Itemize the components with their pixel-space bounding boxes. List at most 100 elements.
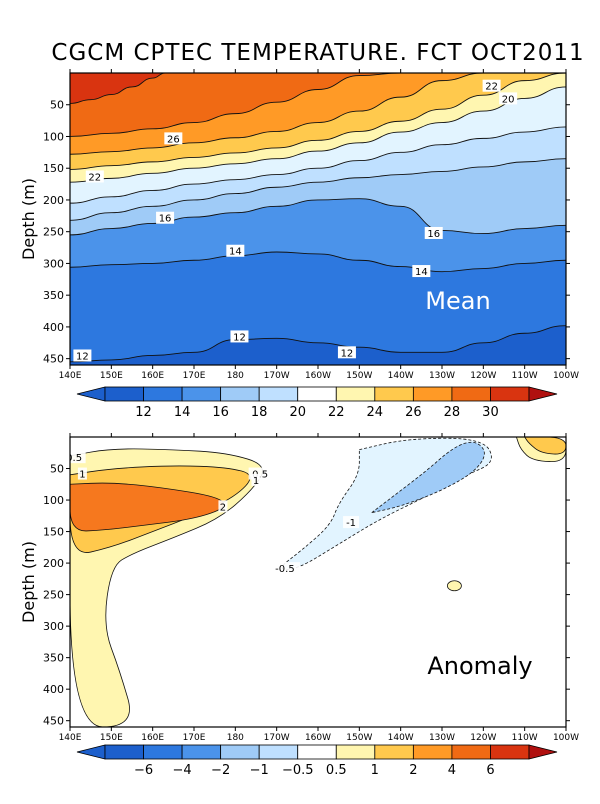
contour-28 xyxy=(70,73,401,137)
y-tick-label: 200 xyxy=(43,194,64,207)
contour-16 xyxy=(70,198,566,236)
colorbar-label: −1 xyxy=(250,763,269,778)
x-tick-label: 160E xyxy=(141,371,164,381)
colorbar-segment xyxy=(143,386,183,402)
contour-label-bg xyxy=(226,244,245,257)
y-tick-label: 50 xyxy=(50,99,64,112)
contour-label: 22 xyxy=(88,172,101,183)
band-above-30 xyxy=(70,73,166,104)
x-tick-label: 140E xyxy=(59,371,82,381)
y-tick-label: 450 xyxy=(43,353,64,366)
x-tick-label: 170W xyxy=(264,371,290,381)
contour-label-bg xyxy=(412,265,431,278)
y-tick-label: 350 xyxy=(43,652,64,665)
x-tick-label: 160W xyxy=(305,733,331,743)
colorbar-segment xyxy=(412,744,453,760)
colorbar-high-arrow xyxy=(528,744,558,760)
y-tick-label: 150 xyxy=(43,162,64,175)
y-tick-label: 400 xyxy=(43,683,64,696)
contour-20 xyxy=(70,126,566,204)
colorbar-segment xyxy=(258,744,299,760)
contour-label-bg xyxy=(251,473,261,486)
band-above-28 xyxy=(70,73,401,137)
colorbar-segment xyxy=(490,386,530,402)
y-tick-label: 450 xyxy=(43,715,64,728)
colorbar-segment xyxy=(181,386,222,402)
contour-label-bg xyxy=(337,346,356,359)
x-tick-label: 130W xyxy=(429,733,455,743)
colorbar-segment xyxy=(104,744,144,760)
x-tick-label: 170E xyxy=(183,733,206,743)
contour-label: 1 xyxy=(79,470,85,481)
x-tick-label: 170W xyxy=(264,733,290,743)
colorbar-label: 26 xyxy=(405,405,422,420)
x-tick-label: 120W xyxy=(470,733,496,743)
mean-panel: 12 12 12 14 14 16 16 22 22 20 26 Mean 50 100 150 200 250… xyxy=(19,69,579,381)
colorbar-segment xyxy=(220,744,260,760)
colorbar-segment xyxy=(143,744,183,760)
contour-label-bg xyxy=(85,170,104,183)
x-tick-label: 140E xyxy=(59,733,82,743)
anomaly-blob xyxy=(446,580,462,592)
x-tick-label: 150W xyxy=(346,733,372,743)
y-tick-label: 250 xyxy=(43,589,64,602)
x-tick-label: 110W xyxy=(512,733,538,743)
contour-label-bg xyxy=(218,500,228,513)
contour-label-bg xyxy=(164,132,183,145)
contour-label: -1 xyxy=(346,518,356,529)
chart-title: CGCM CPTEC TEMPERATURE. FCT OCT2011 xyxy=(51,40,584,66)
colorbar-segment xyxy=(374,386,414,402)
x-tick-label: 130W xyxy=(429,371,455,381)
colorbar-segment xyxy=(451,744,491,760)
x-tick-label: 180 xyxy=(227,371,244,381)
colorbar-label: 4 xyxy=(448,763,456,778)
x-tick-label: 180 xyxy=(227,733,244,743)
contour-14 xyxy=(70,251,566,273)
contour-label: 16 xyxy=(159,214,172,225)
anomaly-panel-label: Anomaly xyxy=(427,652,532,680)
x-tick-label: 100W xyxy=(553,733,579,743)
colorbar-segment xyxy=(181,744,222,760)
y-tick-label: 150 xyxy=(43,526,64,539)
x-tick-label: 150E xyxy=(100,733,123,743)
colorbar-label: 0.5 xyxy=(326,763,347,778)
y-tick-label: 300 xyxy=(43,620,64,633)
contour-12 xyxy=(70,325,566,363)
colorbar-segment xyxy=(220,386,260,402)
contour-24 xyxy=(70,73,566,170)
contour-label-bg xyxy=(343,516,360,529)
x-tick-label: 140W xyxy=(388,371,414,381)
colorbar-segment xyxy=(451,386,491,402)
colorbar-label: 24 xyxy=(367,405,384,420)
colorbar-label: −4 xyxy=(173,763,192,778)
contour-label-bg xyxy=(70,451,86,464)
colorbar-segment xyxy=(412,386,453,402)
colorbar-segment xyxy=(297,744,337,760)
y-tick-label: 100 xyxy=(43,494,64,507)
mean-field: 12 12 12 14 14 16 16 22 22 20 26 xyxy=(70,73,566,365)
colorbar-label: 18 xyxy=(251,405,268,420)
colorbar-segment xyxy=(335,386,376,402)
contour-label-bg xyxy=(156,211,175,224)
x-tick-label: 160E xyxy=(141,733,164,743)
colorbar-label: 16 xyxy=(212,405,229,420)
contour-label-bg xyxy=(424,226,443,239)
x-tick-label: 160W xyxy=(305,371,331,381)
contour-label: 12 xyxy=(341,348,354,359)
y-tick-label: 400 xyxy=(43,321,64,334)
contour-label-bg xyxy=(482,79,501,92)
x-tick-label: 100W xyxy=(553,371,579,381)
colorbar-label: 22 xyxy=(328,405,345,420)
y-tick-label: 200 xyxy=(43,557,64,570)
anomaly-colorbar: −6 −4 −2 −1 −0.5 0.5 1 2 4 6 xyxy=(76,744,558,778)
contour-label: -0.5 xyxy=(275,564,295,575)
anomaly-panel: 0.5120.51-1-0.5Anomaly501001502002503003… xyxy=(19,433,579,743)
colorbar-label: 2 xyxy=(409,763,417,778)
colorbar-label: −2 xyxy=(211,763,230,778)
contour-label: 26 xyxy=(167,134,180,145)
contour-label-bg xyxy=(77,467,87,480)
x-tick-label: 170E xyxy=(183,371,206,381)
x-tick-label: 120W xyxy=(470,371,496,381)
x-tick-label: 110W xyxy=(512,371,538,381)
